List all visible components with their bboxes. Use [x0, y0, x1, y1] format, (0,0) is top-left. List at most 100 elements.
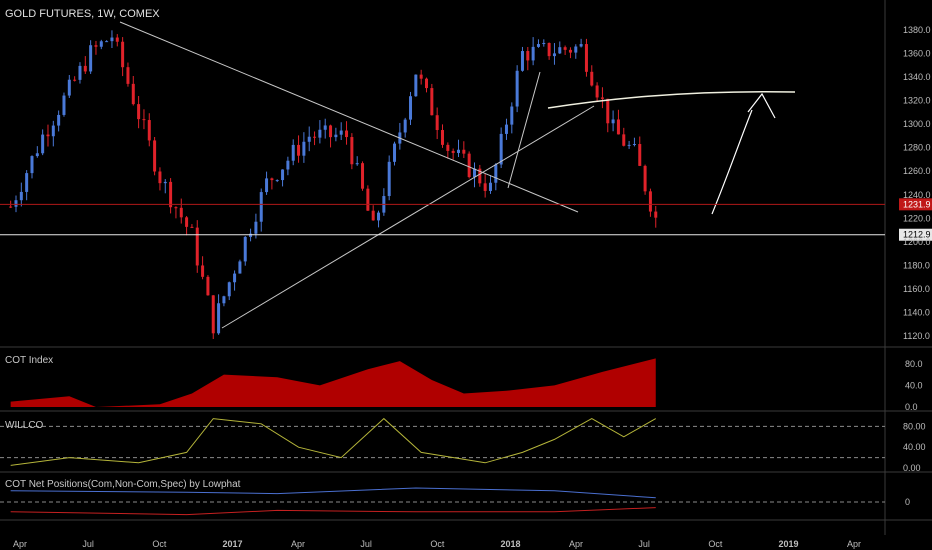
- price-tick-label: 1380.0: [903, 25, 931, 35]
- candle-body: [627, 144, 631, 146]
- cot-index-tick: 0.0: [905, 402, 918, 412]
- candle-body: [169, 181, 173, 208]
- candle-body: [147, 120, 151, 141]
- price-tick-label: 1240.0: [903, 190, 931, 200]
- candle-body: [195, 227, 199, 266]
- candle-body: [174, 207, 178, 209]
- candle-body: [121, 41, 125, 68]
- candle-body: [456, 149, 460, 153]
- candle-body: [105, 41, 109, 43]
- candle-body: [334, 134, 338, 138]
- candle-body: [377, 212, 381, 221]
- candle-body: [472, 168, 476, 178]
- price-tick-label: 1300.0: [903, 119, 931, 129]
- cot-index-tick: 80.0: [905, 359, 923, 369]
- candle-body: [414, 74, 418, 97]
- grid: [0, 0, 932, 535]
- willco-pane: 80.00 40.00 0.00: [0, 417, 926, 473]
- candle-body: [403, 119, 407, 133]
- candle-body: [158, 171, 162, 184]
- candle-body: [616, 119, 620, 135]
- price-tick-label: 1200.0: [903, 237, 931, 247]
- candle-body: [409, 96, 413, 120]
- candle-body: [393, 143, 397, 162]
- price-tick-label: 1160.0: [903, 284, 930, 294]
- price-tick-label: 1260.0: [903, 166, 931, 176]
- candle-body: [563, 47, 567, 50]
- candle-body: [78, 65, 82, 80]
- candle-body: [366, 188, 370, 211]
- candle-body: [163, 181, 167, 184]
- candle-body: [254, 221, 258, 234]
- candle-body: [30, 156, 34, 174]
- candle-body: [137, 104, 141, 120]
- hand-drawn-resistance: [547, 91, 796, 109]
- candle-body: [499, 133, 503, 165]
- candles[interactable]: [9, 30, 658, 339]
- candle-body: [233, 273, 237, 283]
- price-tag-lower: 1212.9: [903, 230, 931, 240]
- candle-body: [590, 71, 594, 86]
- candle-body: [201, 265, 205, 277]
- candle-body: [638, 144, 642, 166]
- candle-body: [643, 165, 647, 192]
- candle-body: [94, 45, 98, 47]
- time-tick-label: 2017: [222, 539, 242, 549]
- time-tick-label: Oct: [430, 539, 445, 549]
- price-tag-upper: 1231.9: [903, 199, 931, 209]
- candle-body: [441, 130, 444, 145]
- candle-body: [371, 210, 375, 221]
- candle-body: [313, 136, 317, 138]
- trendline-ascending: [221, 105, 595, 329]
- time-tick-label: 2018: [500, 539, 520, 549]
- candle-body: [131, 83, 135, 105]
- candle-body: [339, 130, 343, 135]
- time-tick-label: Apr: [291, 539, 305, 549]
- candle-body: [153, 140, 157, 172]
- candle-body: [435, 115, 439, 131]
- price-axis[interactable]: 1380.0 1360.0 1340.0 1320.0 1300.0 1280.0 1260…: [903, 25, 931, 341]
- candle-body: [46, 134, 50, 137]
- candle-body: [536, 44, 540, 47]
- candle-body: [67, 79, 71, 96]
- candle-body: [504, 124, 508, 134]
- price-tick-label: 1140.0: [903, 308, 930, 318]
- candle-body: [265, 178, 269, 193]
- candle-body: [179, 207, 183, 218]
- cot-index-tick: 40.0: [905, 380, 923, 390]
- hand-drawn-arrow-head: [747, 92, 776, 119]
- candle-body: [632, 144, 636, 146]
- candle-body: [574, 46, 578, 53]
- candle-body: [318, 129, 322, 138]
- candle-body: [430, 88, 434, 116]
- candle-body: [425, 78, 429, 89]
- cot-index-area: [10, 358, 656, 407]
- candle-body: [419, 74, 423, 79]
- candle-body: [446, 144, 450, 151]
- net-zero-tick: 0: [905, 497, 910, 507]
- candle-body: [355, 163, 359, 165]
- candle-body: [361, 163, 365, 189]
- willco-line: [10, 417, 657, 466]
- candle-body: [110, 37, 114, 42]
- candle-body: [568, 49, 572, 53]
- candle-body: [227, 282, 231, 297]
- net-series-blue: [10, 487, 656, 499]
- candle-body: [547, 42, 551, 57]
- candle-body: [211, 295, 215, 334]
- time-tick-label: Apr: [847, 539, 861, 549]
- candle-body: [259, 192, 263, 222]
- candle-body: [515, 70, 519, 107]
- candle-body: [531, 46, 535, 61]
- candle-body: [297, 144, 301, 156]
- candle-body: [648, 191, 652, 212]
- candle-body: [275, 180, 279, 182]
- candle-body: [57, 114, 61, 126]
- time-axis[interactable]: Apr Jul Oct 2017 Apr Jul Oct 2018 Apr Jul Oct 2019 A…: [13, 539, 861, 549]
- price-tick-label: 1360.0: [903, 48, 931, 58]
- candle-body: [520, 51, 524, 71]
- candle-body: [558, 47, 562, 54]
- candle-body: [89, 45, 93, 72]
- candle-body: [345, 130, 349, 138]
